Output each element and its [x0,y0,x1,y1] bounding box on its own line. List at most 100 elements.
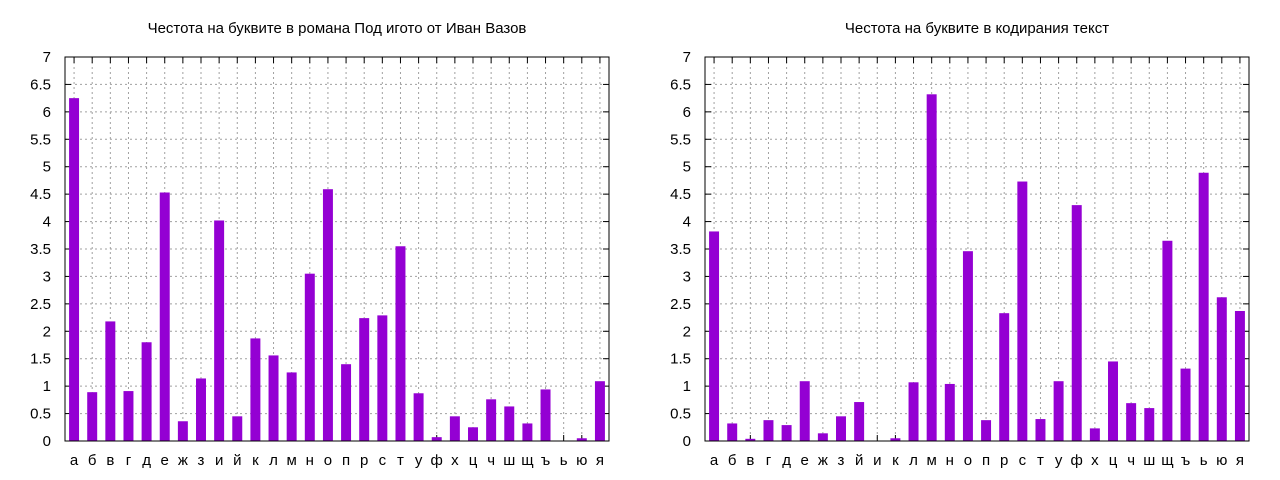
x-tick-label: г [126,452,132,469]
bar-а [709,231,720,441]
x-tick-label: т [397,452,404,469]
bar-г [123,391,134,441]
chart-letter-frequency-encoded: Честота на буквите в кодирания текст 0 0.5… [670,20,1250,469]
x-tick-label: ч [1127,452,1135,469]
bar-и [214,220,225,441]
x-tick-label: д [782,452,791,469]
chart-title: Честота на буквите в романа Под игото от… [148,20,527,37]
bar-ъ [540,389,551,441]
x-tick-label: ч [487,452,495,469]
x-tick-label: р [360,452,368,469]
bar-з [196,378,206,441]
bar-ъ [1180,368,1191,441]
bar-ю [576,438,587,441]
x-tick-label: ю [1216,452,1227,469]
x-tick-label: ф [431,452,443,469]
bar-х [1089,428,1100,441]
bar-ж [177,421,188,441]
y-tick-label: 6 [43,104,51,121]
x-tick-label: й [855,452,863,469]
x-tick-label: л [269,452,278,469]
x-tick-label: з [838,452,845,469]
bar-т [1035,419,1046,441]
bar-ь [1198,172,1209,441]
x-tick-label: б [88,452,97,469]
x-tick-label: у [1055,452,1063,469]
bar-ф [1071,205,1082,441]
y-tick-label: 2 [43,323,51,340]
bar-о [322,189,333,441]
bar-з [836,416,846,441]
bar-е [159,192,170,441]
bar-о [962,251,973,441]
x-tick-label: е [161,452,169,469]
x-tick-label: х [1091,452,1099,469]
bar-л [908,382,919,441]
y-tick-label: 4 [683,214,691,231]
chart-letter-frequency-novel: Честота на буквите в романа Под игото от… [30,20,610,469]
x-tick-label: у [415,452,423,469]
y-tick-label: 3.5 [670,241,691,258]
y-tick-label: 3 [43,268,51,285]
y-tick-label: 5.5 [30,131,51,148]
x-tick-label: к [892,452,899,469]
bar-м [286,372,297,441]
bar-с [1017,181,1028,442]
x-tick-label: м [287,452,297,469]
x-tick-label: п [342,452,350,469]
y-tick-label: 6.5 [670,76,691,93]
bar-д [141,342,152,441]
bar-у [1053,381,1064,441]
bar-г [763,420,774,441]
y-tick-label: 5.5 [670,131,691,148]
bar-н [304,273,315,441]
y-tick-label: 4.5 [670,186,691,203]
bar-а [69,98,80,442]
x-tick-label: ж [818,452,828,469]
bar-д [781,425,792,441]
x-tick-label: г [766,452,772,469]
bar-ю [1216,297,1227,441]
y-tick-label: 7 [683,49,691,66]
x-tick-label: щ [1161,452,1173,469]
x-tick-label: щ [521,452,533,469]
x-tick-label: ъ [1181,452,1190,469]
x-tick-label: и [215,452,223,469]
bar-ж [817,433,828,441]
x-tick-label: в [746,452,754,469]
x-tick-label: к [252,452,259,469]
y-tick-label: 1.5 [670,351,691,368]
bar-ч [1126,403,1137,441]
bar-щ [1162,240,1173,441]
x-tick-label: б [728,452,737,469]
x-tick-label: ц [1109,452,1118,469]
y-tick-label: 4.5 [30,186,51,203]
bar-ф [431,437,442,441]
x-tick-label: н [306,452,314,469]
x-tick-label: д [142,452,151,469]
x-tick-label: я [596,452,604,469]
bar-щ [522,423,533,441]
x-tick-label: л [909,452,918,469]
bar-ш [504,406,515,441]
x-tick-label: а [70,452,79,469]
bar-у [413,393,424,441]
y-tick-label: 1.5 [30,351,51,368]
x-tick-label: й [233,452,241,469]
x-tick-label: с [379,452,387,469]
plot-frame [64,56,610,442]
bar-л [268,355,279,441]
x-tick-label: ф [1071,452,1083,469]
y-tick-label: 3 [683,268,691,285]
x-tick-label: ц [469,452,478,469]
bar-р [999,313,1010,441]
x-tick-label: р [1000,452,1008,469]
x-tick-label: ь [560,452,568,469]
y-tick-label: 2 [683,323,691,340]
y-tick-label: 5 [43,159,51,176]
x-tick-label: х [451,452,459,469]
bar-ч [486,399,497,441]
x-tick-label: в [106,452,114,469]
y-tick-label: 2.5 [30,296,51,313]
